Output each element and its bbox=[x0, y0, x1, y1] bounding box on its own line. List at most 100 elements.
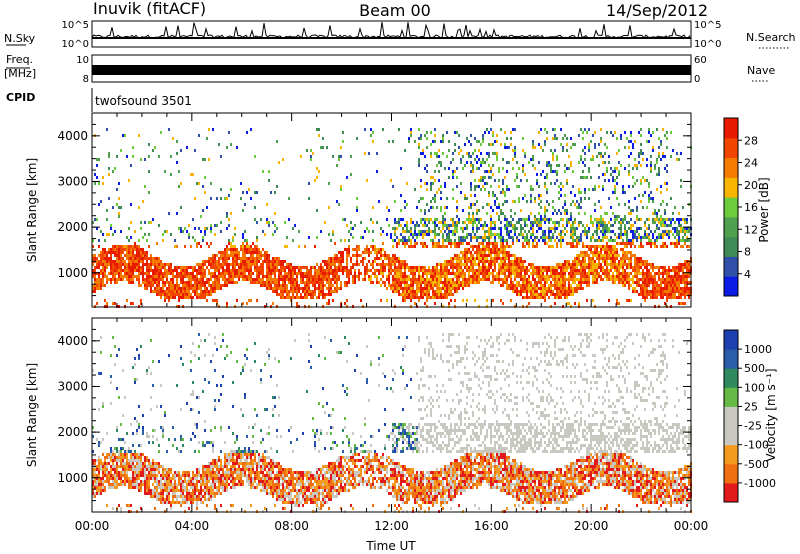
heatmap-cell bbox=[652, 200, 654, 203]
heatmap-cell bbox=[486, 203, 488, 206]
heatmap-cell bbox=[596, 245, 598, 248]
heatmap-cell bbox=[524, 275, 526, 278]
heatmap-cell bbox=[310, 281, 312, 284]
heatmap-cell bbox=[198, 287, 200, 290]
heatmap-cell bbox=[600, 257, 602, 260]
heatmap-cell bbox=[648, 272, 650, 275]
heatmap-cell bbox=[120, 245, 122, 248]
heatmap-cell bbox=[610, 260, 612, 263]
heatmap-cell bbox=[618, 275, 620, 278]
heatmap-cell bbox=[100, 230, 102, 233]
heatmap-cell bbox=[504, 269, 506, 272]
heatmap-cell bbox=[586, 272, 588, 275]
heatmap-cell bbox=[522, 164, 524, 167]
heatmap-cell bbox=[496, 251, 498, 254]
heatmap-cell bbox=[574, 218, 576, 221]
heatmap-cell bbox=[472, 227, 474, 230]
heatmap-cell bbox=[234, 257, 236, 260]
heatmap-cell bbox=[444, 278, 446, 281]
heatmap-cell bbox=[296, 272, 298, 275]
heatmap-cell bbox=[662, 152, 664, 155]
heatmap-cell bbox=[644, 266, 646, 269]
heatmap-cell bbox=[296, 290, 298, 293]
heatmap-cell bbox=[572, 275, 574, 278]
heatmap-cell bbox=[322, 287, 324, 290]
heatmap-cell bbox=[96, 302, 98, 305]
heatmap-cell bbox=[506, 200, 508, 203]
heatmap-cell bbox=[372, 230, 374, 233]
heatmap-cell bbox=[632, 233, 634, 236]
heatmap-cell bbox=[660, 266, 662, 269]
heatmap-cell bbox=[650, 266, 652, 269]
heatmap-cell bbox=[654, 296, 656, 299]
heatmap-cell bbox=[648, 290, 650, 293]
heatmap-cell bbox=[638, 269, 640, 272]
heatmap-cell bbox=[508, 260, 510, 263]
heatmap-cell bbox=[92, 263, 94, 266]
heatmap-cell bbox=[314, 284, 316, 287]
heatmap-cell bbox=[376, 263, 378, 266]
heatmap-cell bbox=[144, 233, 146, 236]
heatmap-cell bbox=[646, 275, 648, 278]
heatmap-cell bbox=[596, 254, 598, 257]
heatmap-cell bbox=[470, 257, 472, 260]
heatmap-cell bbox=[268, 281, 270, 284]
heatmap-cell bbox=[228, 248, 230, 251]
heatmap-cell bbox=[238, 272, 240, 275]
heatmap-cell bbox=[480, 218, 482, 221]
heatmap-cell bbox=[338, 263, 340, 266]
heatmap-cell bbox=[452, 281, 454, 284]
heatmap-cell bbox=[454, 224, 456, 227]
heatmap-cell bbox=[130, 203, 132, 206]
heatmap-cell bbox=[368, 254, 370, 257]
heatmap-cell bbox=[572, 170, 574, 173]
heatmap-cell bbox=[236, 260, 238, 263]
heatmap-cell bbox=[276, 287, 278, 290]
heatmap-cell bbox=[226, 272, 228, 275]
heatmap-cell bbox=[454, 290, 456, 293]
heatmap-cell bbox=[498, 266, 500, 269]
heatmap-cell bbox=[590, 236, 592, 239]
heatmap-cell bbox=[206, 266, 208, 269]
heatmap-cell bbox=[534, 296, 536, 299]
heatmap-cell bbox=[164, 170, 166, 173]
heatmap-cell bbox=[498, 251, 500, 254]
heatmap-cell bbox=[112, 260, 114, 263]
heatmap-cell bbox=[648, 224, 650, 227]
heatmap-cell bbox=[210, 272, 212, 275]
heatmap-cell bbox=[526, 218, 528, 221]
heatmap-cell bbox=[204, 287, 206, 290]
heatmap-cell bbox=[666, 233, 668, 236]
heatmap-cell bbox=[670, 155, 672, 158]
heatmap-cell bbox=[578, 269, 580, 272]
heatmap-cell bbox=[96, 278, 98, 281]
heatmap-cell bbox=[498, 269, 500, 272]
heatmap-cell bbox=[482, 224, 484, 227]
heatmap-cell bbox=[150, 275, 152, 278]
heatmap-cell bbox=[222, 266, 224, 269]
heatmap-cell bbox=[632, 275, 634, 278]
heatmap-cell bbox=[256, 257, 258, 260]
heatmap-cell bbox=[440, 281, 442, 284]
heatmap-cell bbox=[158, 293, 160, 296]
heatmap-cell bbox=[656, 266, 658, 269]
heatmap-cell bbox=[546, 236, 548, 239]
heatmap-cell bbox=[376, 251, 378, 254]
heatmap-cell bbox=[134, 269, 136, 272]
heatmap-cell bbox=[126, 263, 128, 266]
heatmap-cell bbox=[544, 266, 546, 269]
heatmap-cell bbox=[346, 260, 348, 263]
heatmap-cell bbox=[530, 194, 532, 197]
heatmap-cell bbox=[170, 290, 172, 293]
heatmap-cell bbox=[550, 275, 552, 278]
heatmap-cell bbox=[332, 257, 334, 260]
heatmap-cell bbox=[538, 269, 540, 272]
heatmap-cell bbox=[494, 254, 496, 257]
heatmap-cell bbox=[582, 275, 584, 278]
heatmap-cell bbox=[254, 248, 256, 251]
heatmap-cell bbox=[610, 206, 612, 209]
heatmap-cell bbox=[544, 143, 546, 146]
heatmap-cell bbox=[656, 161, 658, 164]
heatmap-cell bbox=[376, 254, 378, 257]
heatmap-cell bbox=[570, 218, 572, 221]
